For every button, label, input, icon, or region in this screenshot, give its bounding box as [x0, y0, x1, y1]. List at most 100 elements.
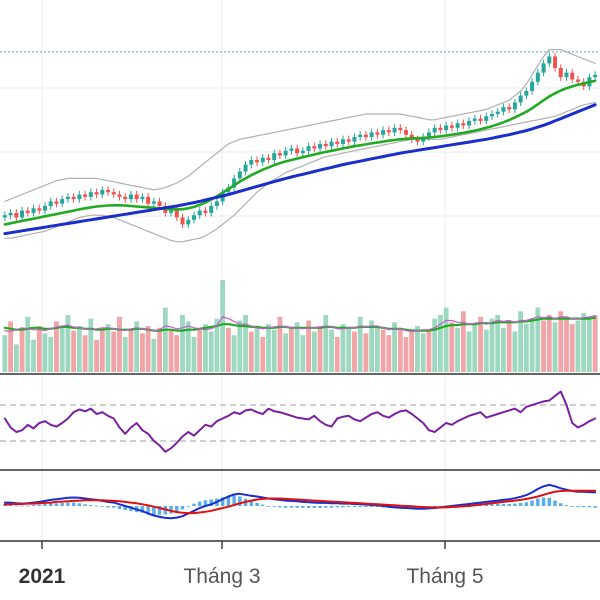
volume-bar-49: [283, 333, 289, 372]
candle-body-74: [426, 132, 431, 137]
volume-bar-53: [306, 320, 312, 372]
bollinger-lower-line: [4, 101, 596, 243]
candle-body-33: [191, 215, 196, 220]
candle-65: [375, 128, 380, 139]
volume-bar-7: [42, 333, 48, 372]
candle-body-70: [404, 130, 409, 135]
candle-body-6: [37, 208, 42, 211]
macd-histogram-bar-26: [152, 506, 156, 515]
candle-44: [255, 156, 260, 166]
candle-50: [289, 144, 294, 155]
volume-bar-37: [214, 318, 220, 372]
candle-body-97: [558, 68, 563, 78]
volume-bar-82: [472, 324, 478, 372]
candle-96: [553, 52, 558, 72]
candle-42: [243, 160, 248, 176]
candle-47: [272, 149, 277, 164]
rsi-line: [3, 390, 597, 453]
x-tick-label-thang-5: Tháng 5: [406, 565, 483, 588]
candle-body-77: [444, 125, 449, 131]
macd-histogram-bar-27: [157, 506, 162, 515]
volume-bar-38: [220, 280, 226, 372]
candle-49: [283, 147, 288, 160]
volume-bar-67: [386, 335, 392, 372]
volume-bar-57: [329, 329, 334, 372]
candle-body-67: [386, 130, 391, 133]
candle-4: [25, 206, 30, 217]
volume-bar-45: [260, 337, 266, 372]
volume-bar-59: [340, 324, 346, 372]
candle-32: [186, 216, 191, 229]
volume-bar-3: [19, 330, 25, 372]
candle-15: [88, 188, 93, 201]
volume-bar-102: [586, 318, 592, 372]
candle-body-14: [83, 194, 88, 197]
volume-bar-99: [569, 324, 575, 372]
candle-body-81: [467, 120, 472, 126]
candle-78: [449, 121, 454, 132]
candle-51: [295, 144, 300, 157]
volume-bar-29: [168, 330, 174, 372]
candle-body-25: [146, 196, 151, 204]
candle-93: [535, 68, 540, 86]
macd-histogram-bar-62: [358, 506, 362, 508]
volume-bar-25: [145, 326, 151, 372]
rsi-panel: [0, 390, 600, 453]
candle-14: [83, 190, 88, 201]
macd-histogram-bar-95: [547, 497, 552, 506]
macd-histogram-bar-7: [43, 503, 47, 506]
candle-16: [94, 188, 99, 199]
macd-histogram-bar-6: [37, 504, 41, 506]
candle-body-47: [272, 153, 277, 160]
candle-body-10: [60, 199, 65, 204]
volume-bar-88: [506, 320, 512, 372]
candle-103: [593, 71, 598, 81]
candle-body-65: [375, 132, 380, 135]
candle-body-93: [535, 72, 540, 82]
volume-bar-18: [105, 324, 111, 372]
candle-body-52: [300, 150, 305, 154]
candle-body-75: [432, 127, 437, 133]
volume-bar-33: [191, 337, 197, 372]
volume-bar-68: [392, 322, 397, 372]
candle-body-50: [289, 148, 294, 151]
macd-histogram-bar-41: [238, 496, 242, 506]
candle-body-42: [243, 164, 248, 172]
candle-body-36: [209, 206, 214, 213]
candle-22: [128, 190, 133, 203]
candle-body-76: [438, 127, 443, 131]
macd-histogram-bar-90: [518, 502, 523, 506]
macd-histogram-bar-9: [54, 503, 59, 506]
volume-bar-9: [54, 321, 59, 372]
candle-36: [209, 202, 214, 217]
volume-bar-19: [111, 331, 117, 372]
macd-histogram-bar-102: [587, 506, 592, 508]
candle-body-86: [495, 111, 500, 114]
candle-body-61: [352, 137, 357, 142]
macd-histogram-bar-100: [576, 506, 580, 508]
macd-histogram-bar-98: [564, 504, 569, 506]
volume-bar-0: [2, 335, 8, 372]
candle-body-17: [100, 189, 105, 195]
candle-59: [340, 135, 345, 148]
candle-85: [489, 110, 494, 120]
candle-body-55: [318, 143, 323, 149]
candle-35: [203, 206, 208, 217]
macd-histogram-bar-93: [536, 498, 540, 506]
macd-histogram-bar-57: [329, 506, 334, 508]
candle-80: [461, 119, 466, 130]
volume-bar-86: [495, 314, 501, 372]
candle-84: [484, 112, 489, 125]
volume-bar-32: [185, 321, 191, 372]
volume-bar-52: [300, 335, 306, 372]
ma-slow-line: [3, 103, 597, 236]
volume-bar-36: [208, 331, 214, 372]
candle-25: [146, 193, 151, 208]
candle-75: [432, 124, 437, 137]
candle-body-26: [151, 201, 156, 204]
candle-body-99: [570, 72, 575, 80]
volume-bar-64: [369, 320, 375, 372]
volume-bar-83: [478, 316, 483, 372]
candle-body-2: [14, 212, 19, 218]
candle-body-62: [358, 134, 363, 137]
